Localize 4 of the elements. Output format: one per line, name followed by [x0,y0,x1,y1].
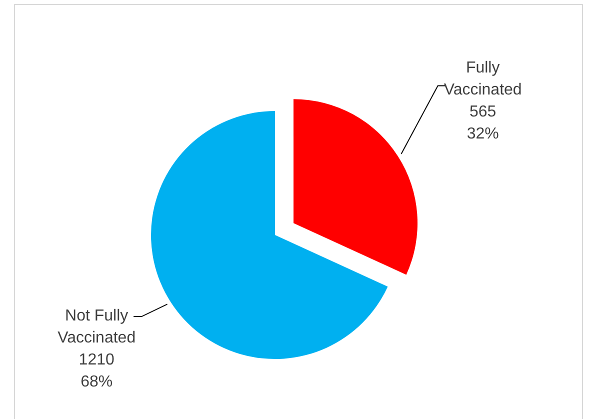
slice-label: Not Fully Vaccinated [58,308,136,347]
slice-label: Fully Vaccinated [444,60,522,99]
data-label: 1210 68% [78,352,115,391]
data-label: 565 32% [466,104,499,143]
